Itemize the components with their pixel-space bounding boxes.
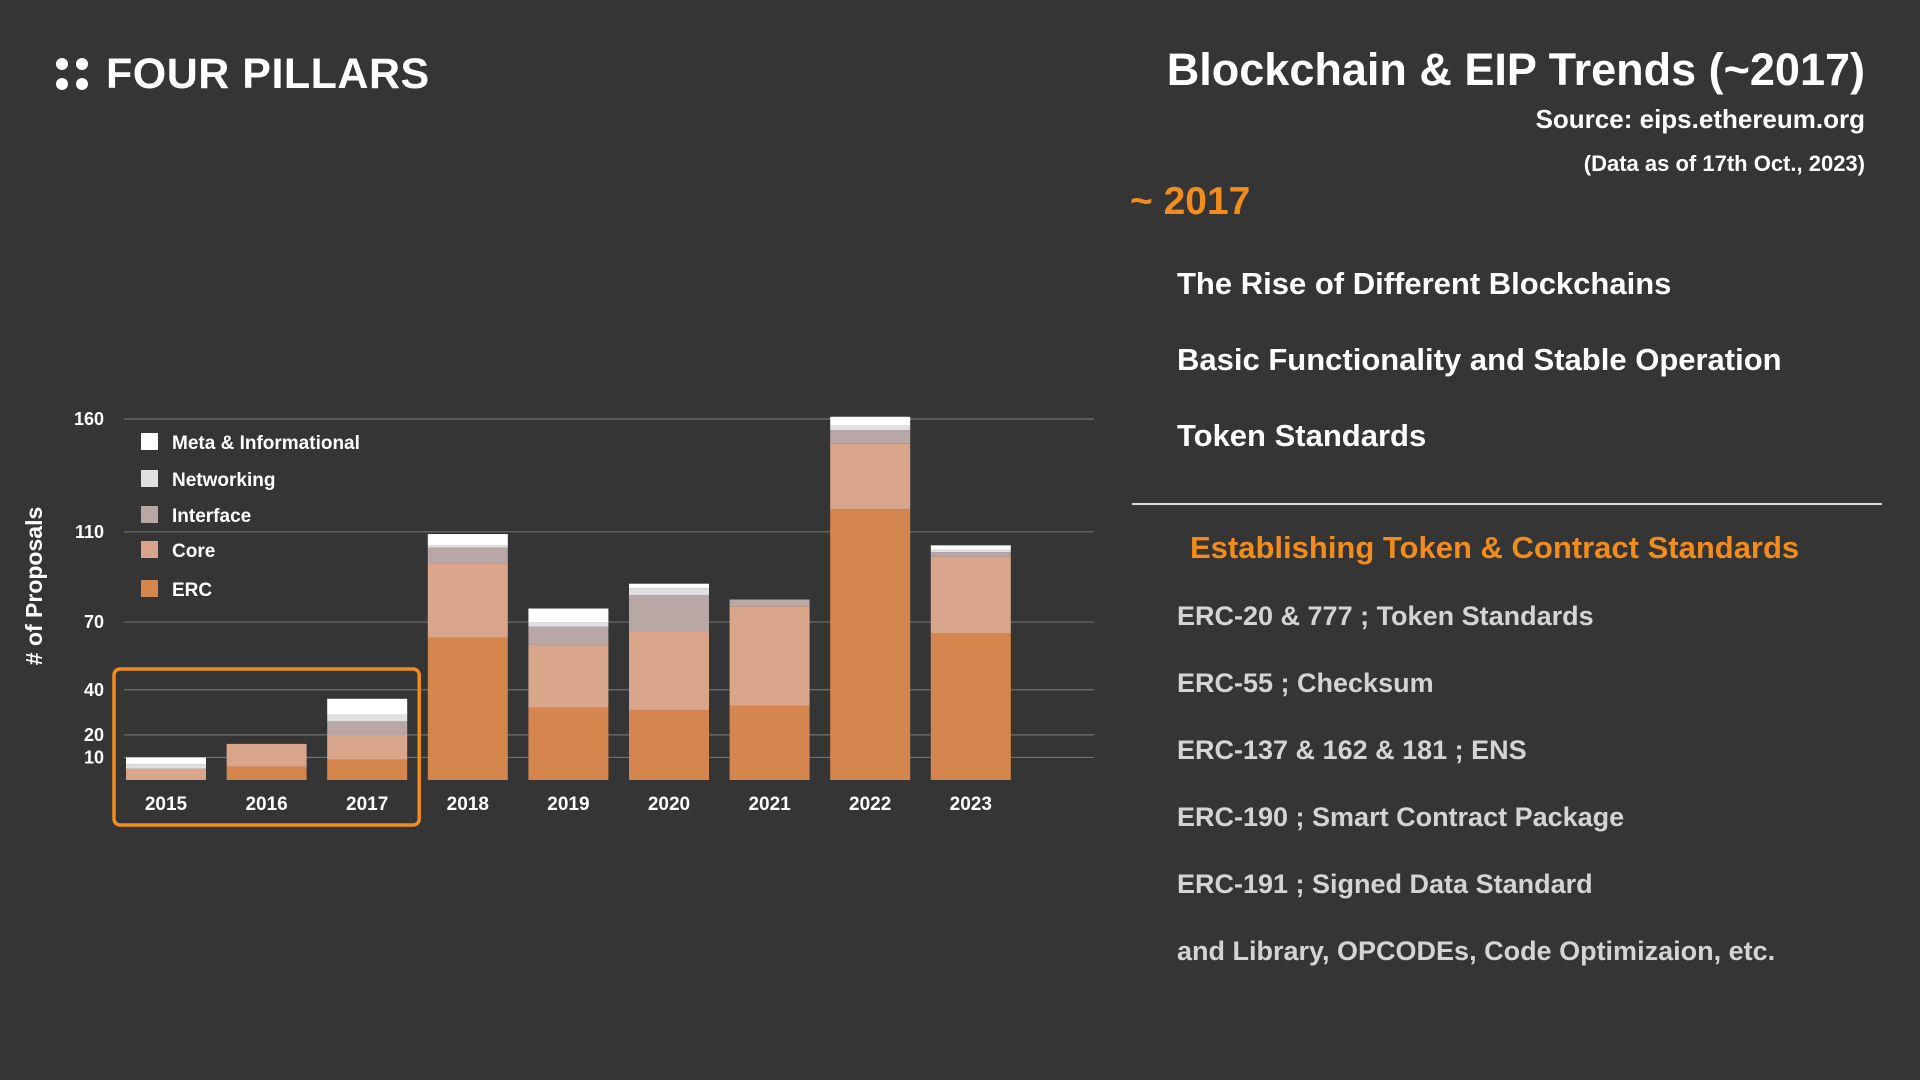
bar-erc-2017: [327, 759, 408, 780]
standard-item: ERC-137 & 162 & 181 ; ENS: [1177, 735, 1527, 765]
x-tick-label: 2020: [648, 794, 690, 815]
x-tick-label: 2019: [547, 794, 589, 815]
brand-logo: FOUR PILLARS: [56, 50, 430, 99]
y-tick-label: 110: [75, 522, 104, 542]
bar-core-2019: [528, 644, 609, 708]
bar-networking-2017: [327, 714, 408, 722]
x-tick-label: 2015: [145, 794, 188, 815]
x-tick-label: 2022: [849, 794, 891, 815]
legend-swatch: [141, 541, 158, 558]
theme-item: Basic Functionality and Stable Operation: [1177, 342, 1782, 377]
y-axis-label: # of Proposals: [21, 507, 47, 665]
bar-meta-informational-2018: [427, 534, 508, 546]
bar-interface-2017: [327, 721, 408, 735]
slide-title: Blockchain & EIP Trends (~2017): [1166, 44, 1865, 95]
bar-core-2016: [226, 743, 307, 767]
standard-item: ERC-55 ; Checksum: [1177, 668, 1434, 698]
x-tick-label: 2018: [447, 794, 489, 815]
y-tick-label: 10: [84, 747, 104, 767]
bar-meta-informational-2017: [327, 698, 408, 715]
bar-erc-2022: [830, 509, 911, 780]
theme-list: The Rise of Different Blockchains Basic …: [1177, 266, 1782, 494]
bar-meta-informational-2020: [629, 583, 709, 589]
bar-interface-2022: [830, 430, 911, 444]
x-tick-label: 2017: [346, 794, 388, 815]
bar-core-2017: [327, 734, 408, 760]
standard-item: ERC-191 ; Signed Data Standard: [1177, 869, 1593, 899]
y-tick-label: 20: [84, 725, 104, 745]
x-tick-label: 2021: [748, 794, 791, 815]
standards-list: ERC-20 & 777 ; Token Standards ERC-55 ; …: [1177, 601, 1775, 1003]
highlight-box: [112, 667, 421, 827]
y-tick-label: 40: [84, 680, 104, 700]
bar-networking-2022: [830, 425, 911, 431]
standard-item: ERC-190 ; Smart Contract Package: [1177, 802, 1625, 832]
bar-erc-2016: [226, 766, 307, 780]
legend-label: Interface: [172, 506, 251, 527]
bar-networking-2019: [528, 622, 609, 627]
bar-interface-2019: [528, 626, 609, 645]
bar-networking-2023: [930, 549, 1011, 553]
bar-core-2022: [830, 443, 911, 510]
legend-label: Meta & Informational: [172, 433, 360, 454]
bar-erc-2023: [930, 633, 1011, 780]
bar-core-2021: [729, 606, 810, 706]
standards-heading: Establishing Token & Contract Standards: [1190, 530, 1800, 565]
bar-interface-2020: [629, 594, 709, 632]
legend-label: Networking: [172, 470, 275, 491]
bar-networking-2015: [126, 764, 206, 769]
theme-item: Token Standards: [1177, 418, 1427, 453]
legend-label: Core: [172, 541, 215, 562]
bar-core-2018: [427, 563, 508, 638]
bar-core-2015: [126, 768, 206, 780]
legend-label: ERC: [172, 580, 212, 601]
legend-swatch: [141, 470, 158, 487]
bar-meta-informational-2023: [930, 545, 1011, 550]
theme-item: The Rise of Different Blockchains: [1177, 266, 1672, 301]
brand-name: FOUR PILLARS: [106, 50, 430, 98]
bar-interface-2021: [729, 599, 810, 607]
bar-meta-informational-2015: [126, 757, 206, 765]
standard-item: and Library, OPCODEs, Code Optimizaion, …: [1177, 936, 1776, 966]
bar-erc-2019: [528, 707, 609, 780]
bar-interface-2023: [930, 552, 1011, 557]
bar-networking-2020: [629, 588, 709, 595]
legend-swatch: [141, 433, 158, 450]
legend-swatch: [141, 506, 158, 523]
legend-swatch: [141, 580, 158, 597]
bar-meta-informational-2022: [830, 416, 911, 426]
bar-erc-2018: [427, 637, 508, 780]
bar-erc-2020: [629, 710, 709, 780]
bar-interface-2018: [427, 547, 508, 564]
era-label: ~ 2017: [1130, 180, 1251, 223]
y-tick-label: 70: [84, 612, 104, 632]
section-divider: [1132, 503, 1882, 505]
standard-item: ERC-20 & 777 ; Token Standards: [1177, 601, 1594, 631]
y-tick-label: 160: [74, 409, 104, 429]
bar-core-2020: [629, 631, 709, 711]
x-tick-label: 2023: [950, 794, 992, 815]
bar-networking-2018: [427, 545, 508, 548]
four-dots-icon: [56, 57, 90, 92]
bar-core-2023: [930, 556, 1011, 634]
data-as-of-note: (Data as of 17th Oct., 2023): [1583, 151, 1865, 176]
bar-erc-2021: [729, 705, 810, 780]
source-note: Source: eips.ethereum.org: [1535, 104, 1865, 134]
x-tick-label: 2016: [245, 794, 287, 815]
bar-meta-informational-2019: [528, 608, 609, 623]
